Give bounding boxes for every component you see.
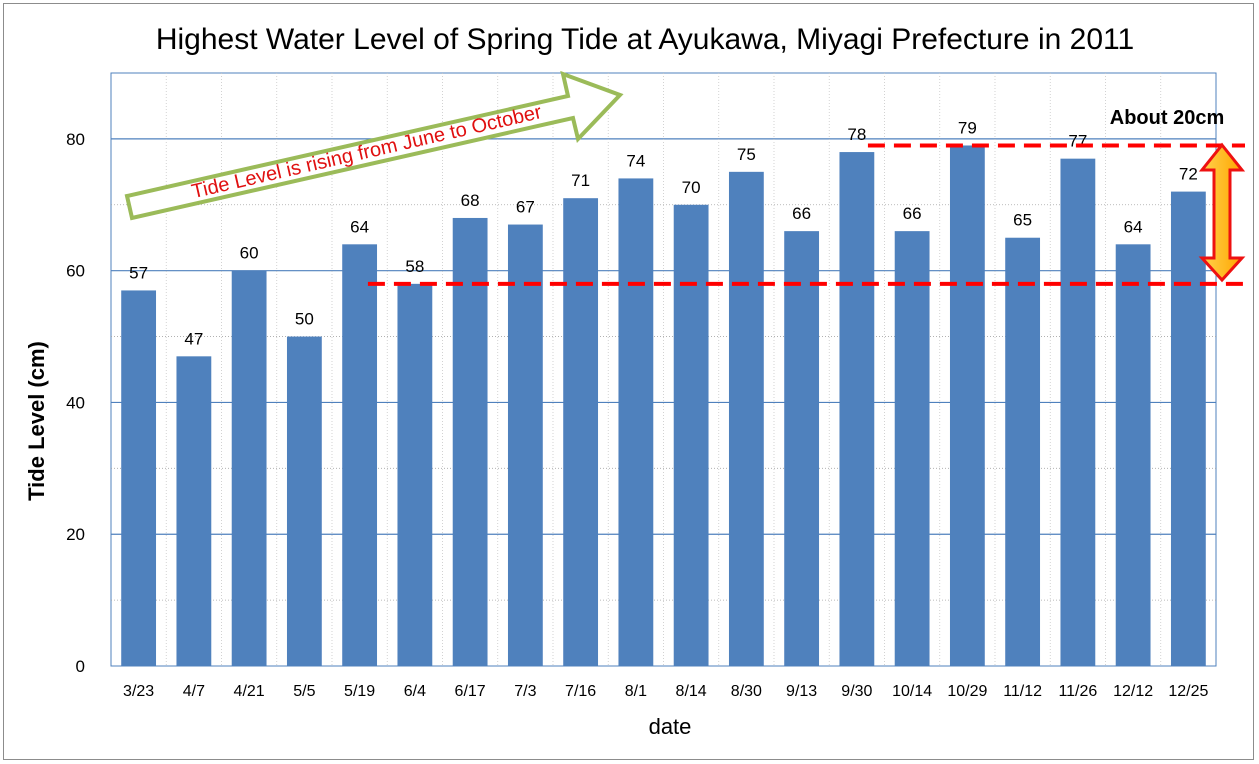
bar — [121, 290, 157, 666]
x-tick-label: 8/1 — [625, 683, 647, 700]
chart-title: Highest Water Level of Spring Tide at Ay… — [156, 23, 1134, 56]
bar — [452, 217, 488, 666]
x-tick-label: 11/12 — [1003, 683, 1042, 700]
y-tick-label: 20 — [66, 525, 85, 544]
data-label: 66 — [792, 204, 811, 223]
x-tick-label: 6/17 — [455, 683, 486, 700]
data-label: 79 — [958, 118, 977, 137]
data-label: 57 — [129, 263, 148, 282]
bar — [618, 178, 654, 666]
bar — [894, 231, 930, 666]
data-label: 66 — [903, 204, 922, 223]
bar — [673, 204, 709, 666]
range-callout: About 20cm — [1110, 107, 1246, 283]
y-axis-ticks: 0 20 40 60 80 — [66, 130, 85, 676]
x-tick-label: 12/12 — [1113, 683, 1153, 700]
bars — [121, 145, 1206, 667]
x-tick-label: 10/29 — [947, 683, 987, 700]
bar — [286, 336, 322, 666]
x-tick-label: 4/21 — [234, 683, 265, 700]
bar — [1060, 158, 1096, 666]
double-arrow-icon — [1198, 142, 1246, 283]
x-tick-label: 4/7 — [183, 683, 205, 700]
bar — [949, 145, 985, 666]
bar — [342, 244, 378, 667]
x-tick-label: 10/14 — [892, 683, 932, 700]
y-axis-title: Tide Level (cm) — [24, 341, 49, 501]
data-label: 67 — [516, 198, 535, 217]
x-tick-label: 7/3 — [514, 683, 536, 700]
bar — [728, 171, 764, 667]
data-labels: 57 47 60 50 64 58 68 67 71 74 70 75 66 78 66 79 65 77 64 72 — [129, 118, 1198, 348]
x-tick-label: 12/25 — [1168, 683, 1208, 700]
data-label: 77 — [1068, 132, 1087, 151]
data-label: 64 — [1124, 217, 1143, 236]
x-tick-label: 9/30 — [841, 683, 872, 700]
x-axis-ticks: 3/23 4/7 4/21 5/5 5/19 6/4 6/17 7/3 7/16 8/1 8/14 8… — [123, 683, 1208, 700]
data-label: 58 — [405, 257, 424, 276]
reference-lines — [367, 143, 1245, 286]
x-tick-label: 3/23 — [123, 683, 154, 700]
data-label: 74 — [626, 151, 645, 170]
data-label: 60 — [240, 244, 259, 263]
y-tick-label: 0 — [76, 657, 85, 676]
x-tick-label: 11/26 — [1058, 683, 1097, 700]
data-label: 71 — [571, 171, 590, 190]
bar — [563, 198, 599, 666]
bar — [176, 356, 212, 666]
x-tick-label: 5/5 — [293, 683, 315, 700]
data-label: 72 — [1179, 165, 1198, 184]
data-label: 50 — [295, 310, 314, 329]
data-label: 65 — [1013, 211, 1032, 230]
data-label: 75 — [737, 145, 756, 164]
range-label: About 20cm — [1110, 107, 1224, 129]
x-tick-label: 5/19 — [344, 683, 375, 700]
bar — [507, 224, 543, 667]
y-tick-label: 40 — [66, 393, 85, 412]
trend-arrow-shape — [124, 70, 624, 221]
data-label: 68 — [461, 191, 480, 210]
x-tick-label: 8/30 — [731, 683, 762, 700]
bar — [1170, 191, 1206, 666]
data-label: 78 — [847, 125, 866, 144]
data-label: 47 — [184, 329, 203, 348]
y-tick-label: 80 — [66, 130, 85, 149]
y-tick-label: 60 — [66, 262, 85, 281]
bar — [231, 270, 267, 666]
bar — [1115, 244, 1151, 667]
x-axis-title: date — [649, 714, 692, 739]
bar — [784, 231, 820, 666]
x-tick-label: 6/4 — [404, 683, 426, 700]
bar — [839, 152, 875, 667]
bar — [1005, 237, 1041, 666]
x-tick-label: 8/14 — [676, 683, 707, 700]
x-tick-label: 7/16 — [565, 683, 596, 700]
x-tick-label: 9/13 — [786, 683, 817, 700]
bar — [397, 283, 433, 666]
data-label: 64 — [350, 217, 369, 236]
data-label: 70 — [682, 178, 701, 197]
